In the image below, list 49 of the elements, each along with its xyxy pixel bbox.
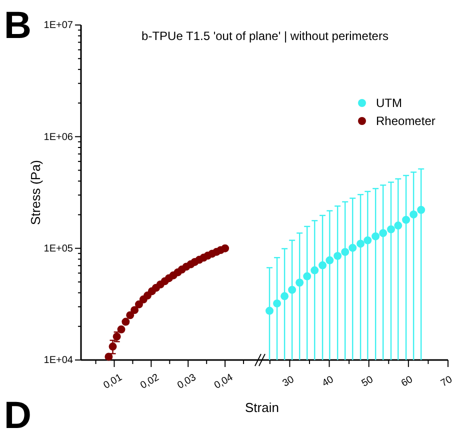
point: [356, 240, 365, 248]
point: [310, 266, 319, 274]
point: [108, 342, 117, 351]
point: [379, 229, 388, 238]
point: [280, 292, 289, 300]
y-tick-label: 1E+07: [44, 20, 74, 32]
point: [394, 222, 402, 230]
point: [135, 300, 143, 308]
x-tick-label: 70: [439, 374, 454, 390]
point: [273, 299, 282, 308]
point: [122, 318, 130, 326]
point: [296, 278, 304, 287]
text: D: [4, 395, 32, 430]
point: [326, 256, 334, 264]
legend-label: Rheometer: [376, 114, 436, 128]
point: [126, 311, 134, 320]
point: [410, 210, 418, 218]
point: [341, 248, 350, 256]
y-tick-label: 1E+05: [44, 244, 74, 255]
x-tick-label: 30: [280, 374, 296, 390]
point: [402, 216, 410, 224]
text: B: [4, 5, 32, 47]
point: [318, 261, 327, 270]
y-tick-label: 1E+06: [44, 132, 74, 143]
point: [417, 206, 426, 214]
x-tick-label: 0,04: [212, 372, 236, 392]
x-tick-label: 0,03: [176, 372, 198, 392]
point: [117, 325, 126, 334]
x-tick-label: 40: [320, 374, 336, 390]
point: [104, 352, 113, 361]
point: [266, 306, 274, 315]
point: [130, 306, 139, 314]
y-tick-label: 1E+04: [44, 355, 74, 366]
point: [348, 244, 357, 252]
point: [364, 236, 372, 244]
x-tick-label: 50: [360, 374, 376, 390]
point: [303, 272, 312, 280]
point: [221, 244, 230, 252]
x-tick-label: 0,01: [102, 372, 125, 392]
x-tick-label: 60: [400, 374, 416, 390]
point: [372, 232, 380, 240]
point: [288, 286, 296, 294]
x-axis-title: Strain: [245, 400, 279, 415]
y-axis-title: Stress (Pa): [28, 160, 43, 226]
point: [334, 252, 342, 260]
x-tick-label: 0,02: [138, 372, 162, 392]
chart-title: b-TPUe T1.5 'out of plane' | without perimeters: [142, 29, 388, 43]
point: [387, 225, 395, 234]
legend-label: UTM: [376, 96, 402, 110]
